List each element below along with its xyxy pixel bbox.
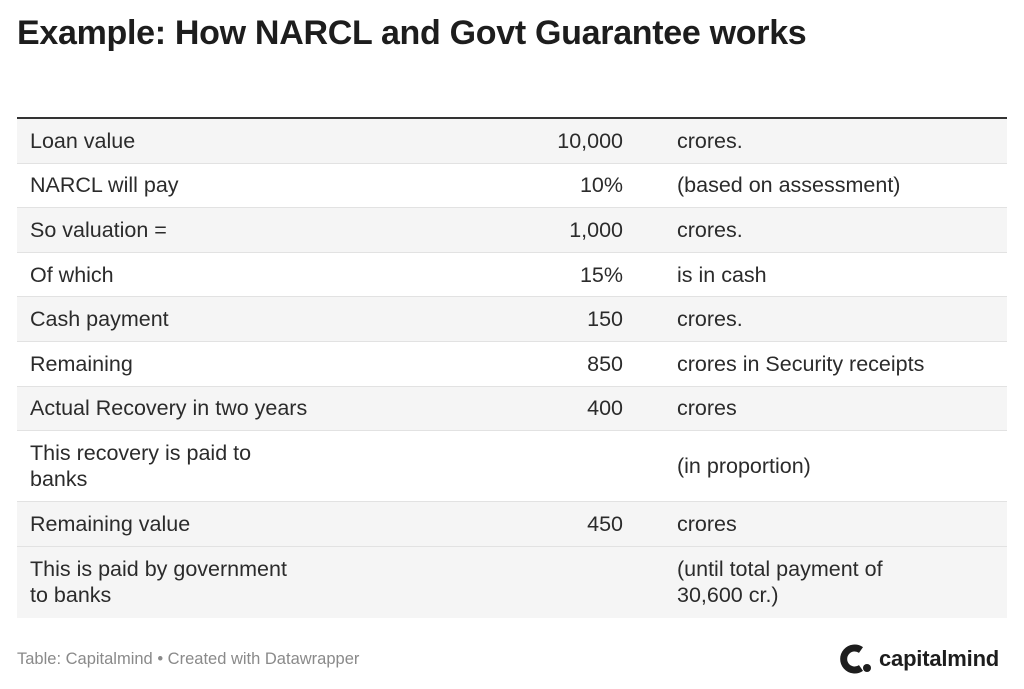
- page-title: Example: How NARCL and Govt Guarantee wo…: [17, 14, 807, 52]
- row-value: 1,000: [569, 217, 623, 242]
- row-value: 450: [587, 511, 623, 536]
- row-label: So valuation =: [30, 217, 167, 242]
- brand-name: capitalmind: [879, 646, 1000, 671]
- capitalmind-logo-icon: [840, 644, 874, 674]
- row-value: 10%: [579, 173, 623, 198]
- row-label: NARCL will pay: [30, 173, 179, 198]
- table-row: Actual Recovery in two years 400 crores: [17, 386, 1007, 432]
- row-note: crores.: [677, 217, 743, 242]
- row-label: This recovery is paid to banks: [30, 441, 252, 492]
- row-value: 400: [587, 396, 623, 421]
- row-note: crores in Security receipts: [677, 351, 925, 376]
- row-label: This is paid by government to banks: [30, 557, 287, 608]
- row-label: Of which: [30, 262, 114, 287]
- data-table: Loan value 10,000 crores. NARCL will pay…: [17, 117, 1007, 618]
- row-note: (based on assessment): [677, 173, 901, 198]
- row-note: (until total payment of 30,600 cr.): [677, 557, 883, 608]
- table-row: This is paid by government to banks (unt…: [17, 546, 1007, 618]
- row-value: 150: [587, 307, 623, 332]
- table-row: Loan value 10,000 crores.: [17, 119, 1007, 164]
- table-row: Remaining 850 crores in Security receipt…: [17, 342, 1007, 387]
- row-note: (in proportion): [677, 454, 811, 479]
- table-row: Remaining value 450 crores: [17, 502, 1007, 547]
- row-label: Loan value: [30, 128, 136, 153]
- row-label: Cash payment: [30, 307, 169, 332]
- row-value: 850: [587, 351, 623, 376]
- row-label: Remaining value: [30, 511, 191, 536]
- row-note: crores.: [677, 307, 743, 332]
- row-value: 15%: [579, 262, 623, 287]
- table-row: So valuation = 1,000 crores.: [17, 208, 1007, 253]
- row-note: crores: [677, 396, 737, 421]
- table-row: NARCL will pay 10% (based on assessment): [17, 164, 1007, 209]
- row-label: Actual Recovery in two years: [30, 396, 308, 421]
- row-note: crores.: [677, 128, 743, 153]
- table-row: Cash payment 150 crores.: [17, 297, 1007, 342]
- row-label: Remaining: [30, 351, 133, 376]
- table-row: This recovery is paid to banks (in propo…: [17, 431, 1007, 503]
- source-note: Table: Capitalmind • Created with Datawr…: [17, 650, 360, 668]
- row-value: 10,000: [557, 128, 623, 153]
- row-note: is in cash: [677, 262, 767, 287]
- brand-logo[interactable]: capitalmind: [840, 644, 999, 674]
- row-note: crores: [677, 511, 737, 536]
- table-row: Of which 15% is in cash: [17, 253, 1007, 298]
